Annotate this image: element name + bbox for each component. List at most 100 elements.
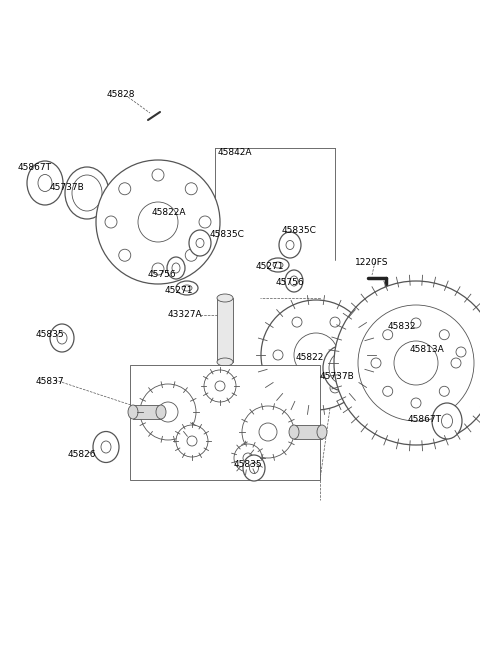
Circle shape xyxy=(185,183,197,194)
Ellipse shape xyxy=(317,425,327,439)
Ellipse shape xyxy=(290,276,298,286)
Bar xyxy=(133,405,161,419)
Ellipse shape xyxy=(273,262,283,268)
Bar xyxy=(130,365,320,480)
Circle shape xyxy=(411,398,421,408)
Ellipse shape xyxy=(196,238,204,248)
Ellipse shape xyxy=(285,270,303,292)
Circle shape xyxy=(215,381,225,391)
Bar xyxy=(294,425,322,439)
Text: 45756: 45756 xyxy=(148,270,177,279)
Circle shape xyxy=(371,358,381,368)
Ellipse shape xyxy=(78,182,96,204)
Text: 45867T: 45867T xyxy=(408,415,442,424)
Ellipse shape xyxy=(323,346,361,390)
Circle shape xyxy=(330,317,340,327)
Ellipse shape xyxy=(286,240,294,250)
Text: 45822A: 45822A xyxy=(152,208,187,217)
Circle shape xyxy=(259,423,277,441)
Ellipse shape xyxy=(250,463,259,474)
Ellipse shape xyxy=(289,425,299,439)
Text: 43327A: 43327A xyxy=(168,310,203,319)
Circle shape xyxy=(334,281,480,445)
Circle shape xyxy=(292,383,302,393)
Ellipse shape xyxy=(217,358,233,366)
Ellipse shape xyxy=(335,359,349,377)
Text: 45835: 45835 xyxy=(234,460,263,469)
Text: 45271: 45271 xyxy=(165,286,193,295)
Text: 1220FS: 1220FS xyxy=(355,258,388,267)
Ellipse shape xyxy=(156,197,184,247)
Circle shape xyxy=(451,358,461,368)
Circle shape xyxy=(456,347,466,357)
Circle shape xyxy=(152,169,164,181)
Circle shape xyxy=(294,333,338,377)
Ellipse shape xyxy=(442,414,453,428)
Ellipse shape xyxy=(329,353,355,384)
Circle shape xyxy=(349,350,359,360)
Text: 45835C: 45835C xyxy=(282,226,317,235)
Text: 45271: 45271 xyxy=(256,262,285,271)
Circle shape xyxy=(176,425,208,457)
Text: 45867T: 45867T xyxy=(18,163,52,172)
Text: 45822: 45822 xyxy=(296,353,324,362)
Text: 45828: 45828 xyxy=(107,90,135,99)
Circle shape xyxy=(158,402,178,422)
Ellipse shape xyxy=(279,232,301,258)
Ellipse shape xyxy=(72,175,102,211)
Circle shape xyxy=(105,216,117,228)
Circle shape xyxy=(358,305,474,421)
Circle shape xyxy=(292,317,302,327)
Ellipse shape xyxy=(50,324,74,352)
Text: 45813A: 45813A xyxy=(410,345,445,354)
Ellipse shape xyxy=(182,285,192,291)
Circle shape xyxy=(243,453,253,463)
Ellipse shape xyxy=(267,258,289,272)
Circle shape xyxy=(383,386,393,396)
Ellipse shape xyxy=(128,405,138,419)
Circle shape xyxy=(96,160,220,284)
Ellipse shape xyxy=(101,441,111,453)
Circle shape xyxy=(119,249,131,261)
Ellipse shape xyxy=(38,175,52,191)
Text: 45737B: 45737B xyxy=(50,183,85,192)
Ellipse shape xyxy=(167,257,185,279)
Text: 45842A: 45842A xyxy=(218,148,252,157)
Ellipse shape xyxy=(243,455,265,481)
Text: 45737B: 45737B xyxy=(320,372,355,381)
Ellipse shape xyxy=(156,405,166,419)
Ellipse shape xyxy=(189,230,211,256)
Circle shape xyxy=(119,183,131,194)
Circle shape xyxy=(330,383,340,393)
Text: 45837: 45837 xyxy=(36,377,65,386)
Circle shape xyxy=(140,384,196,440)
Ellipse shape xyxy=(176,281,198,295)
Circle shape xyxy=(394,341,438,385)
Circle shape xyxy=(199,216,211,228)
Ellipse shape xyxy=(57,332,67,344)
Ellipse shape xyxy=(432,403,462,439)
Circle shape xyxy=(234,444,262,472)
Text: 45835C: 45835C xyxy=(210,230,245,239)
Ellipse shape xyxy=(217,294,233,302)
Circle shape xyxy=(152,263,164,275)
Ellipse shape xyxy=(27,161,63,205)
Circle shape xyxy=(383,330,393,340)
Circle shape xyxy=(138,202,178,242)
Bar xyxy=(217,298,233,362)
Ellipse shape xyxy=(65,167,109,219)
Circle shape xyxy=(204,370,236,402)
Circle shape xyxy=(395,327,403,335)
Circle shape xyxy=(439,386,449,396)
Circle shape xyxy=(185,249,197,261)
Ellipse shape xyxy=(93,432,119,463)
Text: 45826: 45826 xyxy=(68,450,96,459)
Ellipse shape xyxy=(172,263,180,273)
Circle shape xyxy=(411,318,421,328)
Text: 45756: 45756 xyxy=(276,278,305,287)
Text: 45835: 45835 xyxy=(36,330,65,339)
Circle shape xyxy=(273,350,283,360)
Circle shape xyxy=(242,406,294,458)
Circle shape xyxy=(187,436,197,446)
Circle shape xyxy=(439,330,449,340)
